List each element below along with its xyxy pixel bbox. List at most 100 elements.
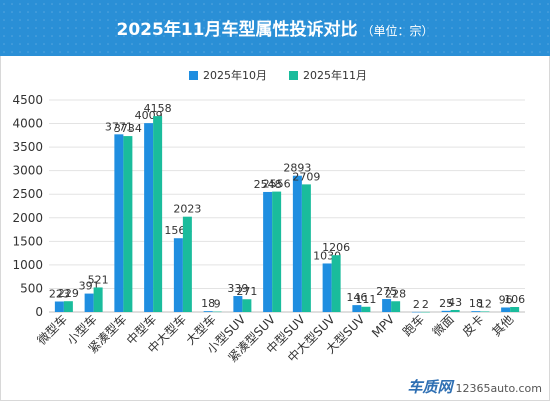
bar-value-label: 1206 [322,241,350,254]
bar-chart: 0 500 1000 1500 2000 2500 3000 3500 4000 4500 2025… [12,68,525,365]
header-dot [491,11,493,13]
bar-value-label: 339 [227,282,248,295]
header-dot [115,43,117,45]
header-dot [395,43,397,45]
header-dot [251,3,253,5]
header-dot [523,43,525,45]
header-dot [459,27,461,29]
legend-label: 2025年10月 [203,68,267,82]
header-dot [427,11,429,13]
header-dot [227,27,229,29]
header-dot [387,51,389,53]
header-dot [275,51,277,53]
header-dot [467,3,469,5]
header-dot [355,35,357,37]
header-dot [403,51,405,53]
header-dot [419,11,421,13]
header-dot [299,11,301,13]
header-dot [139,27,141,29]
header-dot [83,11,85,13]
header-dot [539,35,541,37]
header-dot [283,11,285,13]
header-dot [227,43,229,45]
header-dot [203,11,205,13]
header-dot [403,19,405,21]
header-dot [251,51,253,53]
bar [391,301,401,312]
header-dot [35,35,37,37]
header-dot [371,27,373,29]
header-dot [107,27,109,29]
header-dot [123,35,125,37]
header-dot [307,35,309,37]
header-dot [3,11,5,13]
header-dot [259,11,261,13]
header-dot [35,11,37,13]
bar-value-label: 9 [214,298,221,311]
header-dot [155,19,157,21]
header-dot [531,43,533,45]
header-dot [291,43,293,45]
header-dot [395,35,397,37]
bar-value-label: 2 [413,298,420,311]
header-dot [163,11,165,13]
header-dot [99,51,101,53]
x-tick-label: MPV [369,312,398,341]
bar-value-label: 96 [499,293,513,306]
header-dot [67,27,69,29]
header-dot [347,19,349,21]
header-dot [427,19,429,21]
header-dot [547,51,549,53]
header-dot [307,27,309,29]
bar [510,307,520,312]
header-dot [379,3,381,5]
header-dot [515,3,517,5]
header-dot [19,3,21,5]
bar [450,309,460,312]
header-dot [379,43,381,45]
header-dot [27,3,29,5]
header-dot [531,35,533,37]
header-dot [267,3,269,5]
header-dot [403,43,405,45]
bar [441,310,451,312]
bar-value-label: 271 [236,285,257,298]
bar [471,311,481,312]
header-dot [331,51,333,53]
header-dot [331,19,333,21]
header-dot [347,43,349,45]
header-dot [51,35,53,37]
bar-value-label: 3771 [105,120,133,133]
header-dot [315,11,317,13]
header-dot [243,11,245,13]
header-dot [3,43,5,45]
header-dot [115,51,117,53]
header-dot [323,19,325,21]
header-dot [467,19,469,21]
header-dot [59,11,61,13]
header-dot [371,51,373,53]
header-dot [43,19,45,21]
header-dot [451,11,453,13]
header-dot [99,3,101,5]
header-dot [219,27,221,29]
bar [182,216,192,312]
header-dot [67,3,69,5]
header-dot [507,43,509,45]
header-dot [147,43,149,45]
header-dot [243,3,245,5]
header-dot [283,51,285,53]
header-dot [307,3,309,5]
header-dot [475,27,477,29]
header-dot [83,51,85,53]
header-dot [115,19,117,21]
header-dot [219,11,221,13]
header-dot [411,35,413,37]
header-dot [139,11,141,13]
header-dot [155,51,157,53]
header-dot [131,11,133,13]
header-dot [35,3,37,5]
legend-swatch [189,71,198,80]
header-dot [59,51,61,53]
header-dot [131,19,133,21]
